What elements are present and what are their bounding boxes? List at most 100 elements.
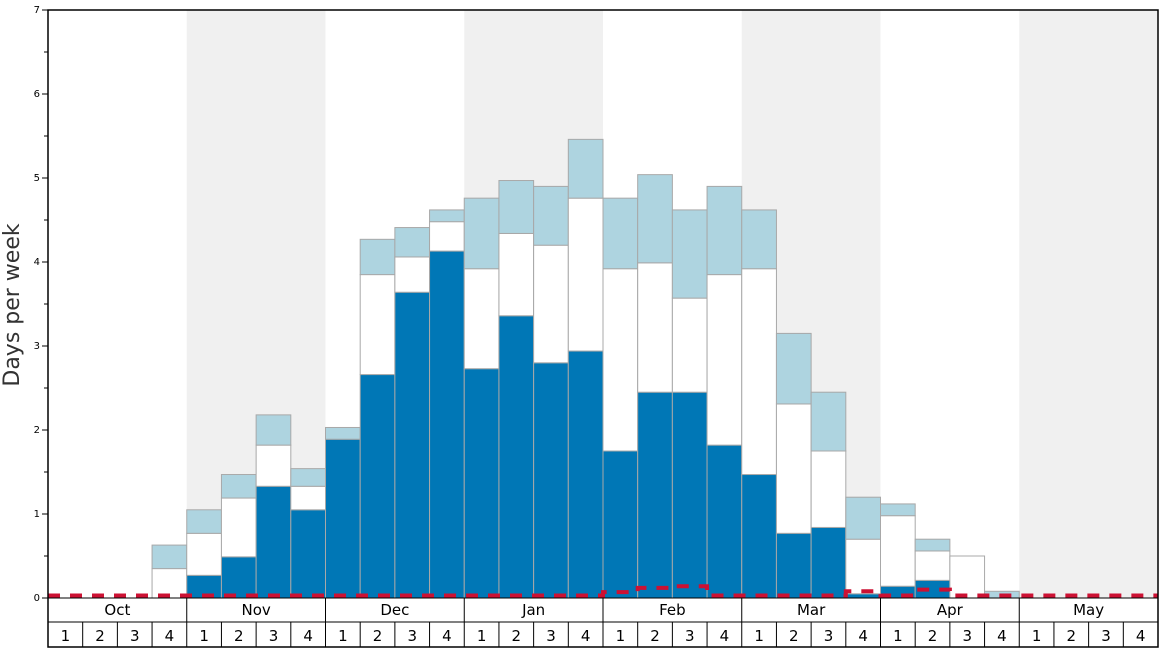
- week-label: 1: [754, 627, 764, 645]
- bar-mid-25: [880, 515, 916, 587]
- month-label-oct: Oct: [104, 601, 130, 619]
- bar-light-20: [706, 185, 743, 276]
- bar-light-24: [845, 496, 881, 540]
- week-label: 1: [893, 627, 903, 645]
- bar-light-10: [359, 238, 396, 276]
- month-label-nov: Nov: [241, 601, 270, 619]
- bar-light-4: [151, 544, 188, 570]
- bar-mid-17: [602, 268, 639, 452]
- bar-mid-15: [533, 244, 569, 364]
- bar-dark-8: [290, 509, 326, 599]
- y-axis-label: Days per week: [0, 223, 25, 386]
- week-label: 4: [1136, 627, 1146, 645]
- month-label-jan: Jan: [521, 601, 545, 619]
- bar-dark-13: [463, 368, 500, 599]
- month-band-may: [1019, 10, 1158, 598]
- week-label: 4: [858, 627, 868, 645]
- week-label: 3: [685, 627, 695, 645]
- month-label-mar: Mar: [797, 601, 826, 619]
- bar-mid-5: [186, 532, 222, 576]
- bar-light-11: [394, 227, 431, 258]
- y-tick-label: 3: [34, 341, 40, 352]
- bar-light-23: [810, 391, 847, 452]
- week-label: 4: [581, 627, 591, 645]
- month-label-feb: Feb: [659, 601, 686, 619]
- bar-dark-7: [255, 485, 292, 599]
- bar-dark-9: [325, 438, 361, 599]
- week-label: 3: [824, 627, 834, 645]
- bar-dark-22: [775, 532, 812, 599]
- bar-light-16: [567, 138, 604, 199]
- bar-light-14: [498, 180, 535, 234]
- week-label: 3: [130, 627, 140, 645]
- bar-mid-18: [637, 262, 673, 393]
- bar-dark-11: [394, 291, 431, 599]
- bar-mid-26: [914, 550, 951, 581]
- bar-dark-20: [706, 444, 743, 599]
- week-label: 2: [1067, 627, 1077, 645]
- bar-light-26: [914, 538, 951, 552]
- week-label: 2: [95, 627, 105, 645]
- y-tick-label: 2: [34, 425, 40, 436]
- week-label: 2: [512, 627, 522, 645]
- week-label: 4: [165, 627, 175, 645]
- trend-line-path: [48, 584, 1158, 598]
- week-label: 1: [616, 627, 626, 645]
- bar-dark-18: [637, 391, 673, 599]
- week-label: 2: [373, 627, 383, 645]
- bar-dark-6: [220, 556, 257, 599]
- bar-light-18: [637, 174, 673, 264]
- week-label: 3: [407, 627, 417, 645]
- bar-light-5: [186, 509, 222, 534]
- bar-dark-17: [602, 450, 639, 599]
- week-label: 4: [303, 627, 313, 645]
- bar-mid-21: [741, 268, 777, 476]
- week-label: 1: [338, 627, 348, 645]
- y-tick-label: 6: [34, 89, 40, 100]
- bar-mid-20: [706, 274, 743, 446]
- bar-mid-22: [775, 403, 812, 534]
- week-label: 4: [720, 627, 730, 645]
- bar-mid-8: [290, 485, 326, 511]
- month-label-dec: Dec: [380, 601, 409, 619]
- bar-light-9: [325, 426, 361, 440]
- bar-dark-24: [845, 593, 881, 599]
- week-label: 2: [928, 627, 938, 645]
- week-label: 3: [546, 627, 556, 645]
- bar-mid-6: [220, 497, 257, 558]
- week-label: 3: [269, 627, 279, 645]
- week-label: 2: [234, 627, 244, 645]
- week-label: 1: [199, 627, 209, 645]
- bar-light-13: [463, 197, 500, 270]
- bar-mid-24: [845, 538, 881, 595]
- bar-dark-21: [741, 474, 777, 599]
- bar-light-7: [255, 414, 292, 446]
- bar-light-21: [741, 209, 777, 270]
- week-label: 3: [962, 627, 972, 645]
- bar-mid-4: [151, 568, 188, 599]
- week-label: 1: [61, 627, 71, 645]
- bar-light-22: [775, 332, 812, 405]
- bar-mid-11: [394, 256, 431, 293]
- week-label: 2: [789, 627, 799, 645]
- week-label: 2: [650, 627, 660, 645]
- y-tick-label: 7: [34, 5, 40, 16]
- week-label: 4: [442, 627, 452, 645]
- bar-light-25: [880, 503, 916, 517]
- bar-mid-27: [949, 555, 986, 599]
- bar-mid-19: [671, 297, 708, 393]
- bars: [151, 138, 1020, 599]
- trend-line: [48, 584, 1158, 598]
- bar-light-19: [671, 209, 708, 299]
- bar-mid-10: [359, 274, 396, 376]
- y-tick-label: 0: [34, 593, 40, 604]
- month-label-may: May: [1073, 601, 1104, 619]
- y-tick-label: 4: [34, 257, 40, 268]
- week-label: 4: [997, 627, 1007, 645]
- bar-dark-14: [498, 315, 535, 599]
- bar-dark-12: [429, 250, 465, 599]
- y-tick-label: 5: [34, 173, 40, 184]
- bar-mid-7: [255, 444, 292, 487]
- week-label: 3: [1101, 627, 1111, 645]
